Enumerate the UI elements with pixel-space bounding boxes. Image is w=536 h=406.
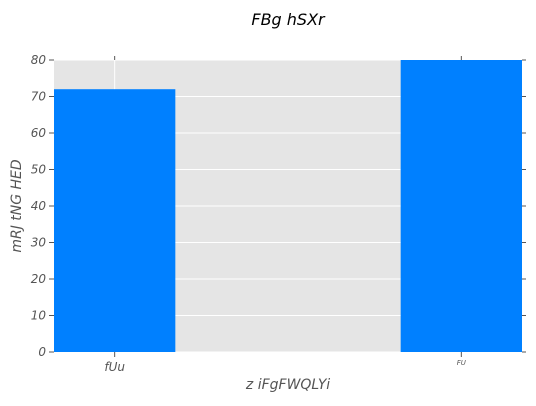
y-axis-label: mRJ tNG HED: [9, 159, 25, 253]
y-tick-label: 60: [31, 126, 47, 140]
y-axis: 0 10 20 30 40 50 60 70 80: [31, 53, 526, 359]
y-tick-label: 0: [38, 345, 46, 359]
y-tick-label: 70: [31, 90, 47, 104]
bars: [54, 60, 522, 352]
y-tick-label: 80: [31, 53, 47, 67]
y-tick-label: 10: [31, 309, 47, 323]
chart-title: FBg hSXr: [251, 10, 326, 29]
y-tick-label: 30: [31, 236, 47, 250]
y-tick-label: 50: [31, 163, 47, 177]
y-tick-label: 40: [31, 199, 47, 213]
x-tick-label: FU: [457, 359, 466, 367]
x-axis: fUu FU: [104, 56, 466, 374]
x-axis-label: z iFgFWQLYi: [245, 377, 330, 393]
bar: [400, 60, 522, 352]
bar: [54, 89, 176, 352]
x-tick-label: fUu: [104, 360, 125, 374]
y-tick-label: 20: [31, 272, 47, 286]
